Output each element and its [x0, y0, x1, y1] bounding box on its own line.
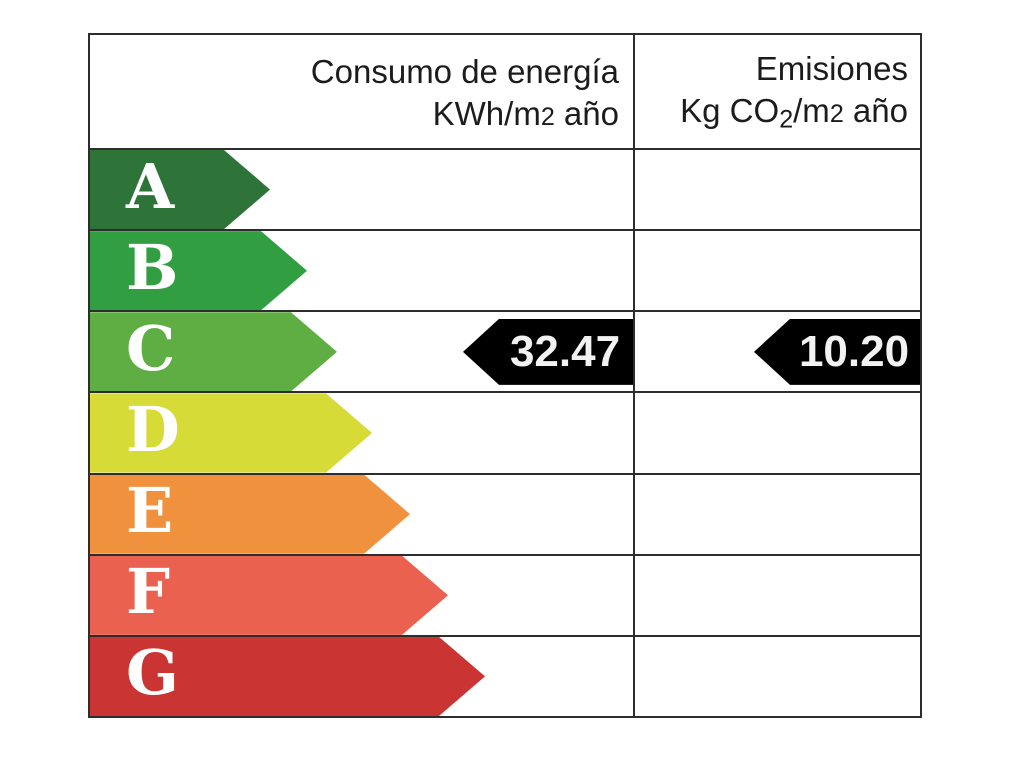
consumption-title: Consumo de energía: [310, 53, 619, 90]
consumption-units: KWh/m2 año: [432, 95, 619, 132]
rating-row-e: E: [90, 475, 920, 556]
header-emissions: Emisiones Kg CO2/m2 año: [633, 35, 920, 148]
rating-row-a: A: [90, 150, 920, 232]
rating-row-g: G: [90, 637, 920, 716]
rating-row-c: C 32.47 10.20: [90, 312, 920, 394]
rating-letter-b: B: [126, 230, 179, 304]
rating-row-d: D: [90, 393, 920, 475]
rating-arrow-c: C: [90, 312, 337, 391]
rating-row-f: F: [90, 556, 920, 637]
rating-row-b: B: [90, 231, 920, 313]
column-divider-line: [633, 35, 635, 716]
table-header: Consumo de energía KWh/m2 año Emisiones …: [90, 35, 920, 150]
rating-letter-f: F: [126, 555, 171, 629]
rating-arrow-g: G: [90, 637, 485, 716]
rating-letter-a: A: [126, 149, 175, 223]
rating-letter-e: E: [126, 474, 174, 548]
rating-arrow-a: A: [90, 150, 270, 229]
rating-letter-c: C: [126, 311, 176, 385]
consumo-value-arrow: 32.47: [463, 318, 633, 385]
rating-body: A B C 32.47 10.20 D E F G: [90, 150, 920, 716]
rating-letter-d: D: [126, 392, 180, 466]
rating-arrow-f: F: [90, 556, 448, 635]
rating-arrow-d: D: [90, 393, 372, 472]
rating-arrow-b: B: [90, 231, 307, 310]
emissions-units: Kg CO2/m2 año: [680, 92, 908, 134]
rating-table: Consumo de energía KWh/m2 año Emisiones …: [88, 33, 922, 718]
rating-arrow-e: E: [90, 475, 410, 554]
header-consumption: Consumo de energía KWh/m2 año: [90, 35, 633, 148]
emissions-title: Emisiones: [755, 50, 908, 88]
rating-letter-g: G: [126, 636, 179, 710]
emisiones-value-arrow: 10.20: [754, 318, 920, 385]
